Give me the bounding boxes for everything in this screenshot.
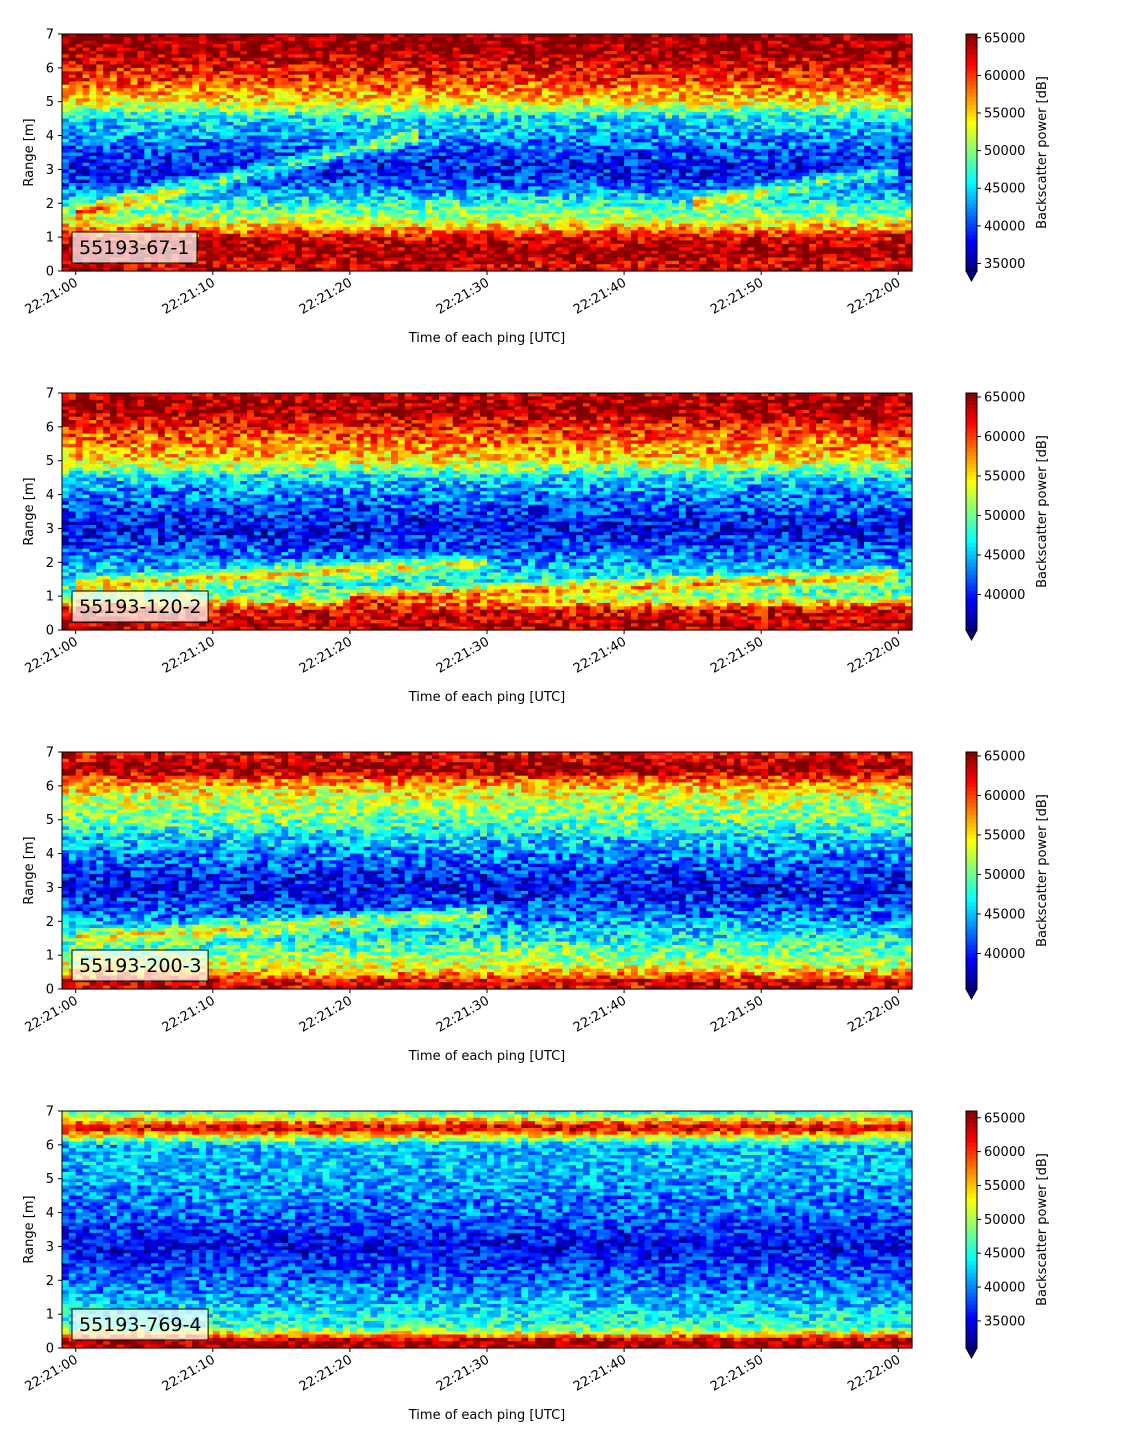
panel-1: 01234567Range [m]22:21:00 22:21:10 22:21:2… [22, 28, 1050, 347]
